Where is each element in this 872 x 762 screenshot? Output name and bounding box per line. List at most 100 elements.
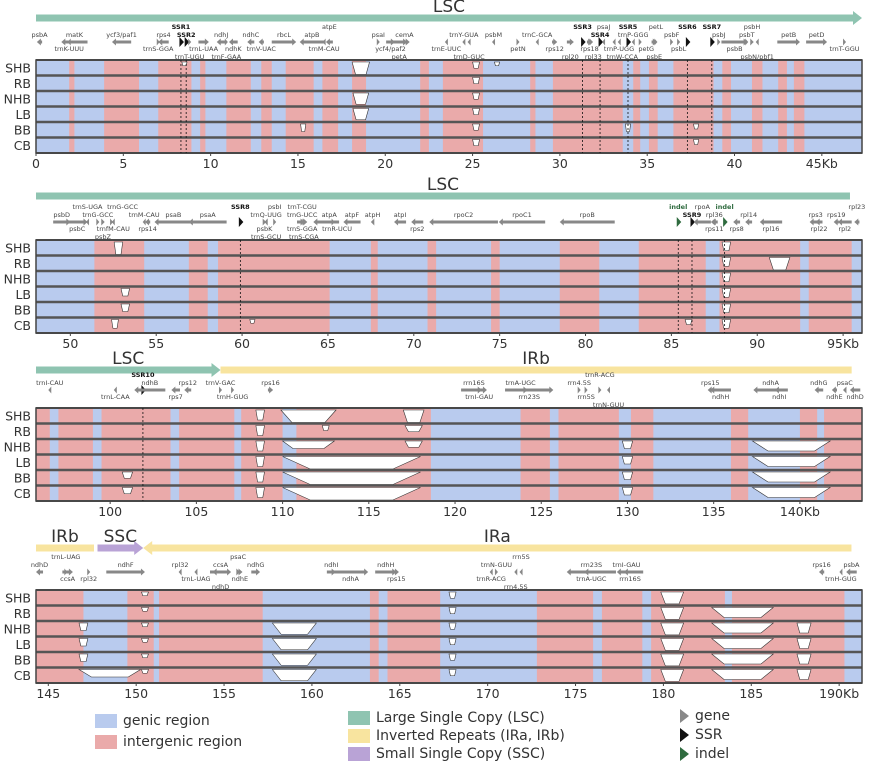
axis-tick-label: 145 (36, 686, 60, 701)
axis-tick-label: 180 (651, 686, 675, 701)
genic-segment (170, 470, 180, 486)
genic-segment (92, 470, 102, 486)
similarity-dip (751, 440, 832, 452)
similarity-dip (660, 622, 685, 636)
genic-segment (642, 621, 652, 637)
sample-label: BB (14, 471, 31, 486)
gene-arrow (188, 218, 227, 226)
gene-arrow (535, 38, 539, 46)
similarity-dip (796, 638, 812, 649)
similarity-dip (141, 591, 149, 597)
genic-segment (657, 106, 674, 122)
gene-label: trnL-UAA (189, 45, 218, 53)
genic-segment (535, 106, 553, 122)
similarity-dip (141, 653, 149, 659)
gene-label: petD (809, 31, 825, 39)
genic-segment (593, 667, 602, 683)
similarity-dip (300, 123, 307, 132)
marker-label: SSR5 (619, 23, 638, 31)
gene-label: ndhH (712, 393, 729, 401)
gene-arrow (184, 386, 192, 394)
genic-segment (74, 122, 105, 138)
gene-label: petL (649, 23, 664, 31)
genic-segment (139, 75, 159, 91)
genic-segment (705, 286, 720, 302)
similarity-dip (141, 638, 149, 643)
gene-label: rps16 (812, 561, 830, 569)
sample-label: SHB (5, 591, 31, 606)
marker-label: SSR10 (131, 371, 155, 379)
axis-tick-label: 5 (119, 156, 127, 171)
gene-arrow (142, 218, 146, 226)
indel-marker (723, 217, 728, 227)
genic-segment (234, 439, 242, 455)
genic-segment (483, 137, 531, 153)
genic-segment (640, 60, 649, 76)
genic-segment (653, 470, 731, 486)
gene-label: ycf4/paf2 (375, 45, 406, 53)
gene-arrow (846, 568, 857, 576)
gene-label: psaJ (597, 23, 610, 31)
gene-arrow (111, 38, 132, 46)
genic-segment (36, 286, 95, 302)
genic-segment (250, 122, 262, 138)
gene-label: ndhG (247, 561, 264, 569)
axis-tick-label: 75 (492, 336, 508, 351)
similarity-dip (751, 456, 832, 467)
sample-label: CB (14, 318, 31, 333)
similarity-dip (78, 653, 89, 662)
gene-label: ndhJ (214, 31, 228, 39)
gene-label: ndhE (826, 393, 842, 401)
similarity-dip (751, 471, 832, 483)
gene-label: rps12 (179, 379, 197, 387)
similarity-dip (710, 638, 775, 649)
genic-segment (804, 137, 862, 153)
gene-label: trnR-ACG (585, 371, 615, 379)
gene-label: atpE (322, 23, 337, 31)
genic-segment (49, 485, 59, 501)
sample-label: RB (14, 424, 31, 439)
genic-segment (378, 605, 388, 621)
genic-segment (851, 317, 862, 333)
gene-arrow (777, 38, 801, 46)
sample-label: RB (14, 76, 31, 91)
similarity-dip (141, 607, 149, 612)
gene-label: trnR-UCU (322, 225, 352, 233)
gene-label: trnI-CAU (36, 379, 63, 387)
gene-label: trnS-GGA (287, 225, 318, 233)
genic-segment (499, 302, 560, 318)
gene-label: psaI (372, 31, 385, 39)
gene-arrow (326, 568, 336, 576)
genic-segment (207, 302, 219, 318)
genic-segment (92, 439, 102, 455)
axis-tick-label: 155 (212, 686, 236, 701)
region-bar-ssc (97, 541, 144, 555)
genic-segment (440, 621, 537, 637)
similarity-dip (255, 456, 265, 467)
genic-segment (92, 454, 102, 470)
ssr-marker (184, 37, 190, 47)
gene-label: psaB (165, 211, 181, 219)
genic-segment (851, 302, 862, 318)
genic-segment (851, 240, 862, 256)
genic-segment (483, 75, 531, 91)
region-bar-lsc (36, 363, 221, 377)
gene-label: psbC (69, 225, 86, 233)
genic-segment (844, 636, 862, 652)
similarity-dip (710, 653, 775, 665)
gene-label: trnG-GCC (82, 211, 113, 219)
axis-tick-label: 45Kb (806, 156, 838, 171)
marker-label: SSR6 (678, 23, 697, 31)
gene-arrow (333, 568, 369, 576)
genic-segment (366, 106, 421, 122)
axis-tick-label: 185 (739, 686, 763, 701)
gene-label: petN (510, 45, 526, 53)
genic-segment (207, 271, 219, 287)
genic-segment (622, 91, 634, 107)
gene-arrow (325, 38, 333, 46)
genic-segment (851, 255, 862, 271)
gene-label: rpl36 (706, 211, 723, 219)
gene-label: ycf3/paf1 (106, 31, 137, 39)
similarity-dip (796, 669, 812, 680)
